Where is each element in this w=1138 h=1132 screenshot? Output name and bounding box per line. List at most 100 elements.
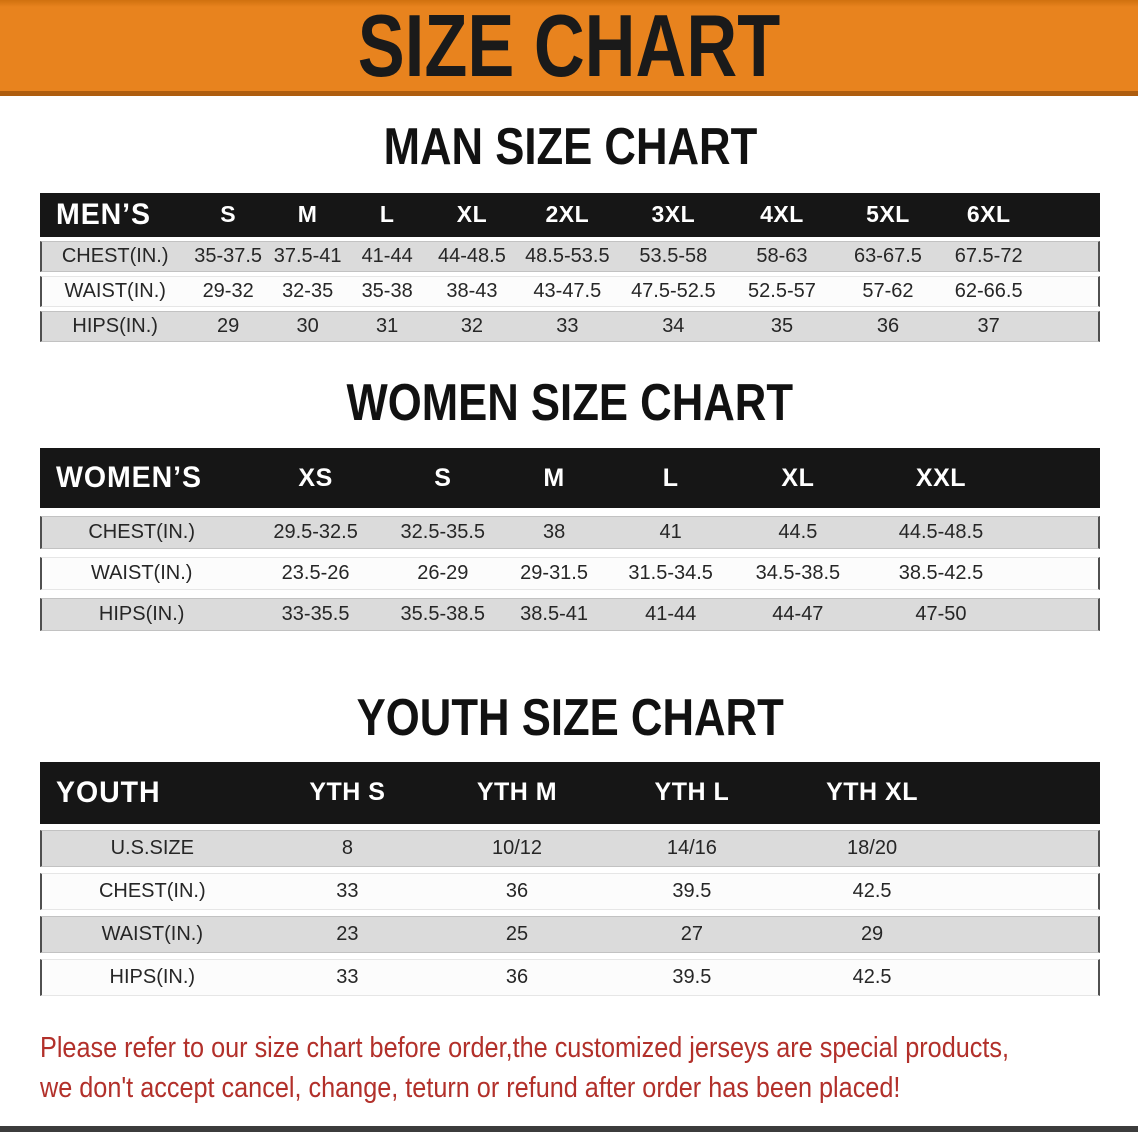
measurement-cell: 42.5 [781,872,963,910]
measurement-cell: 47.5-52.5 [617,275,729,307]
table-row: CHEST(IN.) 29.5-32.5 32.5-35.5 38 41 44.… [40,516,1100,550]
measurement-cell: 36 [834,310,941,342]
measurement-cell: 10/12 [432,829,602,867]
measurement-cell: 38.5-41 [495,598,613,632]
measurement-cell: 34 [617,310,729,342]
filler-cell [1036,310,1100,342]
measurement-cell: 23.5-26 [241,557,390,591]
table-row: HIPS(IN.) 33 36 39.5 42.5 [40,958,1100,996]
youth-corner-label: YOUTH [56,775,161,809]
measurement-cell: 8 [262,829,433,867]
measurement-cell: 67.5-72 [940,240,1037,272]
filler-cell [1015,598,1100,632]
measurement-cell: 44.5 [728,516,867,550]
row-label: CHEST(IN.) [40,516,242,550]
filler-cell [962,872,1100,910]
content-area: MAN SIZE CHART MEN’S S M L XL 2XL 3XL 4X… [0,120,1138,1108]
filler-cell [1015,557,1100,591]
measurement-cell: 41-44 [612,598,729,632]
measurement-cell: 53.5-58 [617,240,729,272]
filler-cell [962,958,1100,996]
row-label: HIPS(IN.) [40,310,189,342]
size-chart-banner: SIZE CHART [0,0,1138,96]
column-header: L [347,192,427,237]
column-header: XXL [866,448,1016,509]
column-header: S [188,192,268,237]
measurement-cell: 58-63 [728,240,835,272]
women-header-row: WOMEN’S XS S M L XL XXL [40,448,1100,509]
youth-size-table: YOUTH YTH S YTH M YTH L YTH XL U.S.SIZE … [40,756,1100,1002]
measurement-cell: 27 [601,915,782,953]
women-heading-text: WOMEN SIZE CHART [346,373,794,432]
table-row: HIPS(IN.) 29 30 31 32 33 34 35 36 37 [40,310,1100,342]
measurement-cell: 44.5-48.5 [866,516,1016,550]
measurement-cell: 18/20 [781,829,963,867]
table-row: WAIST(IN.) 23.5-26 26-29 29-31.5 31.5-34… [40,557,1100,591]
women-size-table: WOMEN’S XS S M L XL XXL CHEST(IN.) 29.5-… [40,440,1100,639]
column-header: YTH L [601,761,782,824]
order-policy-note: Please refer to our size chart before or… [40,1028,1100,1108]
youth-section-heading: YOUTH SIZE CHART [40,691,1100,746]
measurement-cell: 25 [432,915,602,953]
measurement-cell: 33 [262,958,433,996]
header-filler [1015,448,1100,509]
column-header: YTH XL [781,761,963,824]
measurement-cell: 31 [347,310,427,342]
measurement-cell: 38-43 [426,275,517,307]
men-corner-cell: MEN’S [40,192,189,237]
filler-cell [962,915,1100,953]
bottom-edge-strip [0,1126,1138,1132]
note-line-1: Please refer to our size chart before or… [40,1031,1010,1064]
men-corner-label: MEN’S [56,197,152,231]
column-header: YTH M [432,761,602,824]
measurement-cell: 39.5 [601,872,782,910]
measurement-cell: 36 [432,958,602,996]
measurement-cell: 29 [781,915,963,953]
measurement-cell: 37 [940,310,1037,342]
measurement-cell: 35-37.5 [188,240,268,272]
measurement-cell: 35.5-38.5 [389,598,496,632]
row-label: WAIST(IN.) [40,557,242,591]
measurement-cell: 52.5-57 [728,275,835,307]
youth-corner-cell: YOUTH [40,761,263,824]
column-header: XS [241,448,390,509]
measurement-cell: 14/16 [601,829,782,867]
men-section-heading: MAN SIZE CHART [40,120,1100,175]
youth-heading-text: YOUTH SIZE CHART [356,689,784,748]
measurement-cell: 41 [612,516,729,550]
column-header: 4XL [728,192,835,237]
measurement-cell: 38 [495,516,613,550]
header-filler [1036,192,1100,237]
measurement-cell: 39.5 [601,958,782,996]
filler-cell [1015,516,1100,550]
measurement-cell: 37.5-41 [267,240,348,272]
row-label: HIPS(IN.) [40,598,242,632]
measurement-cell: 42.5 [781,958,963,996]
men-header-row: MEN’S S M L XL 2XL 3XL 4XL 5XL 6XL [40,192,1100,237]
header-filler [962,761,1100,824]
row-label: CHEST(IN.) [40,872,263,910]
measurement-cell: 44-47 [728,598,867,632]
women-corner-cell: WOMEN’S [40,448,242,509]
table-row: WAIST(IN.) 23 25 27 29 [40,915,1100,953]
measurement-cell: 33 [262,872,433,910]
filler-cell [962,829,1100,867]
women-corner-label: WOMEN’S [56,461,202,495]
table-row: CHEST(IN.) 35-37.5 37.5-41 41-44 44-48.5… [40,240,1100,272]
measurement-cell: 29 [188,310,268,342]
measurement-cell: 32-35 [267,275,348,307]
measurement-cell: 36 [432,872,602,910]
measurement-cell: 44-48.5 [426,240,517,272]
column-header: XL [728,448,867,509]
men-heading-text: MAN SIZE CHART [383,118,757,176]
column-header: 3XL [617,192,729,237]
column-header: YTH S [262,761,433,824]
measurement-cell: 62-66.5 [940,275,1037,307]
measurement-cell: 26-29 [389,557,496,591]
table-row: HIPS(IN.) 33-35.5 35.5-38.5 38.5-41 41-4… [40,598,1100,632]
column-header: 5XL [834,192,941,237]
measurement-cell: 47-50 [866,598,1016,632]
measurement-cell: 29-31.5 [495,557,613,591]
men-size-table: MEN’S S M L XL 2XL 3XL 4XL 5XL 6XL CHEST… [40,189,1100,346]
measurement-cell: 57-62 [834,275,941,307]
